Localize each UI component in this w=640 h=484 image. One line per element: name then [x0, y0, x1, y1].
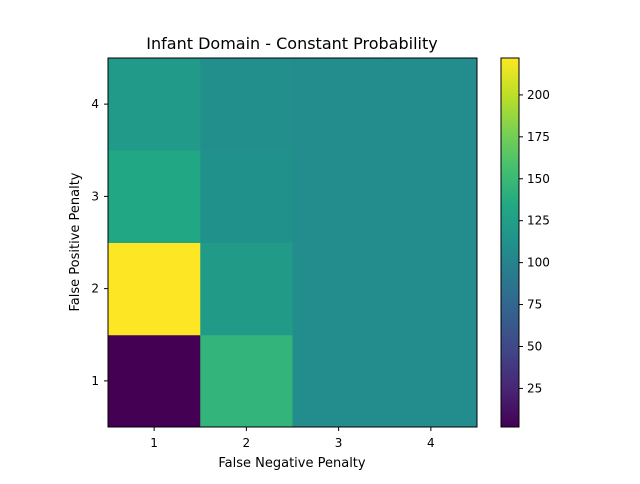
y-tick-label: 2 — [91, 282, 99, 296]
heatmap-cell-fn4-fp4 — [384, 58, 478, 151]
y-tick-label: 1 — [91, 374, 99, 388]
x-axis-label: False Negative Penalty — [218, 456, 366, 471]
y-axis-label: False Positive Penalty — [68, 172, 83, 311]
heatmap-cell-fn2-fp3 — [200, 150, 293, 243]
heatmap-cell-fn3-fp1 — [292, 334, 386, 428]
heatmap-cell-fn2-fp2 — [200, 242, 293, 336]
colorbar-tick-label: 25 — [527, 381, 542, 395]
heatmap-cell-fn4-fp3 — [384, 150, 478, 243]
chart-title: Infant Domain - Constant Probability — [146, 34, 437, 53]
heatmap-cell-fn1-fp3 — [108, 150, 201, 243]
colorbar-tick-label: 175 — [527, 130, 550, 144]
plot-frame — [107, 57, 478, 428]
heatmap-cell-fn1-fp2 — [108, 242, 201, 336]
heatmap-cell-fn4-fp1 — [384, 334, 478, 428]
heatmap-cell-fn3-fp4 — [292, 58, 386, 151]
colorbar-tick-label: 200 — [527, 88, 550, 102]
y-tick-label: 4 — [91, 97, 99, 111]
heatmap-cell-fn1-fp4 — [108, 58, 201, 151]
heatmap-cell-fn2-fp4 — [200, 58, 293, 151]
colorbar-tick-label: 100 — [527, 256, 550, 270]
x-axis: 1 2 3 4 — [150, 427, 435, 450]
heatmap-cell-fn1-fp1 — [108, 334, 201, 428]
colorbar-tick-label: 125 — [527, 214, 550, 228]
colorbar — [500, 57, 520, 428]
x-tick-label: 2 — [243, 436, 251, 450]
colorbar-tick-label: 150 — [527, 172, 550, 186]
heatmap-cell-fn4-fp2 — [384, 242, 478, 336]
x-tick-label: 4 — [427, 436, 435, 450]
y-tick-label: 3 — [91, 189, 99, 203]
colorbar-tick-label: 75 — [527, 298, 542, 312]
x-tick-label: 1 — [150, 436, 158, 450]
heatmap-cell-fn3-fp3 — [292, 150, 386, 243]
y-axis: 1 2 3 4 — [91, 97, 108, 388]
heatmap-cell-fn2-fp1 — [200, 334, 293, 428]
x-tick-label: 3 — [335, 436, 343, 450]
heatmap-cell-fn3-fp2 — [292, 242, 386, 336]
colorbar-tick-label: 50 — [527, 339, 542, 353]
colorbar-ticks: 25 50 75 100 125 150 175 200 — [519, 88, 550, 395]
heatmap-cells — [108, 58, 478, 428]
